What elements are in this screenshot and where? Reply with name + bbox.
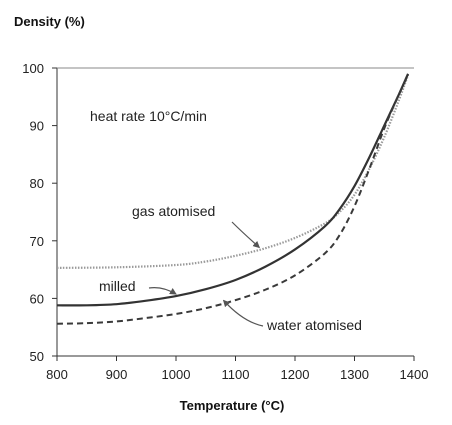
y-tick-label: 60	[30, 291, 44, 306]
y-tick-label: 80	[30, 176, 44, 191]
annotation-arrow-gas-atomised	[231, 221, 261, 249]
y-tick-label: 90	[30, 119, 44, 134]
annotation-label-gas-atomised: gas atomised	[132, 203, 215, 219]
series-line-milled	[56, 73, 410, 307]
annotation-label-water-atomised: water atomised	[266, 317, 362, 333]
series-layer	[56, 73, 410, 325]
x-tick-label: 1100	[222, 367, 250, 382]
x-tick-label: 1000	[162, 367, 191, 382]
x-tick-label: 1300	[340, 367, 369, 382]
series-line-water-atomised	[56, 74, 409, 325]
x-tick-label: 900	[106, 367, 128, 382]
annotation-arrow-water-atomised	[222, 299, 264, 327]
annotation-layer: gas atomised milled water atomised	[99, 203, 362, 333]
x-tick-label: 1400	[400, 367, 429, 382]
y-tick-label: 100	[22, 61, 44, 76]
axes: 50 60 70 80 90 100 800 900 1000 1100 1200 1300 1400	[22, 61, 428, 382]
series-line-gas-atomised	[56, 74, 410, 269]
x-tick-label: 1200	[281, 367, 310, 382]
heat-rate-note: heat rate 10°C/min	[90, 108, 207, 124]
x-axis-title: Temperature (°C)	[180, 398, 285, 413]
annotation-arrow-milled	[148, 287, 177, 295]
y-tick-label: 70	[30, 234, 44, 249]
y-axis-title: Density (%)	[14, 14, 85, 29]
y-tick-label: 50	[30, 349, 44, 364]
x-tick-label: 800	[46, 367, 68, 382]
annotation-label-milled: milled	[99, 278, 136, 294]
